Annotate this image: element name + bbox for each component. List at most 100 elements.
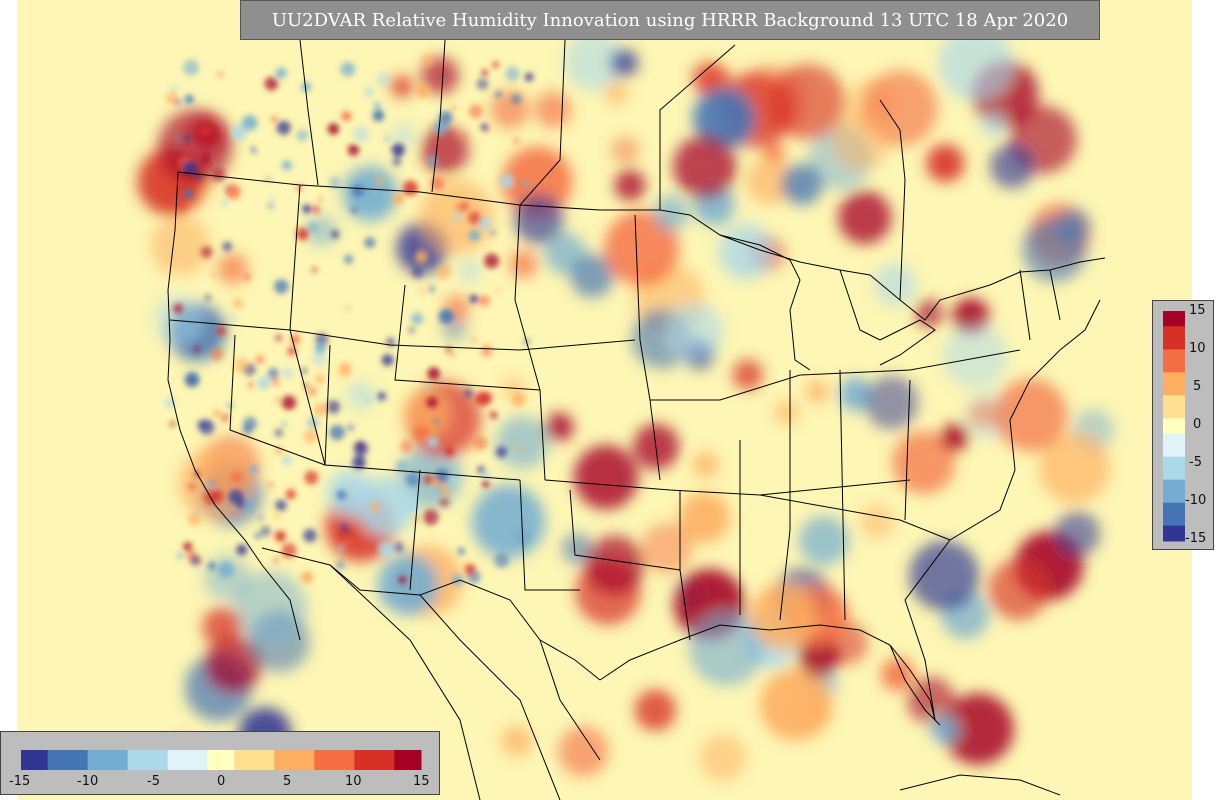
field-speck bbox=[302, 204, 312, 214]
field-blob bbox=[471, 484, 546, 559]
field-speck bbox=[448, 475, 457, 484]
field-speck bbox=[236, 544, 248, 556]
vertical-colorbar: 15 10 5 0 -5 -10 -15 bbox=[1152, 300, 1214, 550]
field-blob bbox=[202, 607, 242, 647]
field-blob bbox=[881, 657, 915, 691]
field-blob bbox=[614, 169, 646, 201]
field-blob bbox=[943, 323, 1008, 389]
field-speck bbox=[346, 423, 355, 432]
field-speck bbox=[170, 421, 175, 427]
field-speck bbox=[427, 436, 439, 448]
field-blob bbox=[610, 49, 638, 77]
field-blob bbox=[1038, 432, 1111, 504]
field-speck bbox=[312, 352, 327, 367]
field-speck bbox=[510, 93, 522, 105]
field-speck bbox=[245, 274, 251, 280]
field-speck bbox=[233, 357, 249, 373]
field-speck bbox=[411, 266, 424, 279]
field-speck bbox=[311, 267, 318, 273]
political-boundaries bbox=[167, 39, 1106, 800]
field-speck bbox=[276, 120, 291, 135]
field-blob bbox=[564, 31, 624, 91]
field-speck bbox=[230, 471, 243, 484]
field-speck bbox=[451, 574, 464, 586]
hbar-segment bbox=[354, 750, 369, 770]
field-speck bbox=[441, 486, 451, 497]
hbar-segment bbox=[381, 750, 395, 770]
vbar-segment bbox=[1163, 487, 1185, 496]
field-speck bbox=[392, 157, 402, 167]
field-speck bbox=[413, 425, 429, 441]
field-speck bbox=[314, 342, 326, 354]
field-speck bbox=[335, 560, 345, 570]
hbar-segment bbox=[301, 750, 315, 770]
hbar-segment bbox=[154, 750, 169, 770]
field-blob bbox=[204, 636, 263, 694]
field-speck bbox=[377, 391, 387, 401]
field-speck bbox=[328, 176, 341, 189]
field-speck bbox=[300, 571, 314, 584]
field-speck bbox=[474, 392, 489, 406]
vbar-segment bbox=[1163, 403, 1185, 412]
vbar-segment bbox=[1163, 372, 1185, 381]
field-speck bbox=[212, 168, 226, 182]
field-blob bbox=[558, 726, 609, 777]
field-speck bbox=[381, 354, 394, 366]
field-speck bbox=[494, 553, 509, 568]
field-speck bbox=[282, 455, 292, 465]
field-blob bbox=[873, 263, 917, 306]
field-blob bbox=[805, 380, 829, 404]
horizontal-colorbar-scale bbox=[21, 750, 422, 770]
field-speck bbox=[433, 418, 439, 424]
field-speck bbox=[287, 346, 297, 356]
vbar-segment bbox=[1163, 495, 1185, 504]
field-speck bbox=[301, 368, 307, 374]
field-blob bbox=[691, 61, 726, 96]
field-blob bbox=[342, 166, 398, 222]
field-speck bbox=[304, 429, 318, 444]
field-speck bbox=[183, 59, 199, 76]
field-blob bbox=[573, 445, 639, 510]
field-blob bbox=[994, 378, 1068, 452]
field-blob bbox=[327, 470, 374, 517]
field-blob bbox=[909, 540, 980, 611]
field-speck bbox=[439, 496, 450, 508]
field-speck bbox=[243, 499, 255, 511]
hbar-segment bbox=[127, 750, 142, 770]
field-speck bbox=[468, 229, 481, 242]
field-speck bbox=[405, 472, 420, 487]
field-speck bbox=[507, 455, 512, 460]
field-blob bbox=[641, 522, 693, 575]
field-speck bbox=[199, 154, 212, 166]
field-speck bbox=[480, 344, 493, 357]
hbar-segment bbox=[314, 750, 329, 770]
field-blob bbox=[926, 144, 965, 183]
field-speck bbox=[211, 348, 224, 361]
field-speck bbox=[166, 92, 178, 105]
field-speck bbox=[208, 562, 216, 570]
field-speck bbox=[275, 499, 287, 512]
field-blob bbox=[501, 725, 533, 757]
field-speck bbox=[434, 468, 450, 484]
vbar-segment bbox=[1163, 510, 1185, 519]
field-speck bbox=[374, 176, 385, 187]
field-blob bbox=[604, 210, 680, 286]
field-speck bbox=[318, 196, 324, 202]
field-speck bbox=[341, 111, 352, 122]
field-blob bbox=[459, 260, 481, 282]
field-speck bbox=[490, 411, 498, 419]
field-speck bbox=[415, 83, 430, 98]
vbar-segment bbox=[1163, 518, 1185, 527]
field-speck bbox=[336, 489, 347, 501]
field-blob bbox=[941, 423, 969, 452]
vbar-segment bbox=[1163, 426, 1185, 435]
field-blob bbox=[699, 734, 747, 781]
field-blob bbox=[1022, 217, 1087, 282]
field-speck bbox=[193, 345, 201, 353]
field-speck bbox=[471, 337, 476, 343]
field-speck bbox=[393, 542, 404, 553]
field-blob bbox=[746, 157, 794, 205]
vbar-segment bbox=[1163, 364, 1185, 373]
field-speck bbox=[476, 78, 489, 90]
